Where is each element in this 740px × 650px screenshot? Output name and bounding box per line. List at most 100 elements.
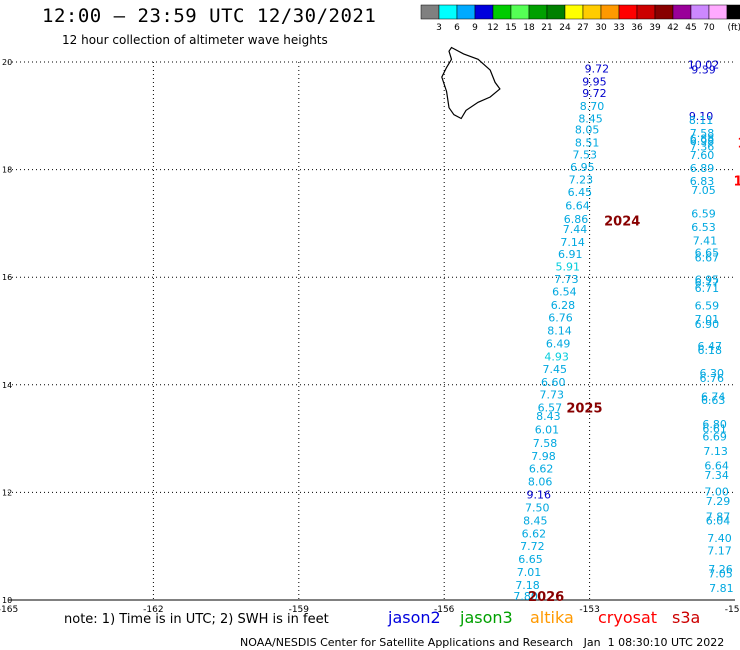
wave-height-value: 7.36 <box>690 140 715 153</box>
colorbar-tick-label: 36 <box>631 23 643 33</box>
wave-height-value: 6.60 <box>541 376 566 389</box>
x-tick-label: -153 <box>579 605 599 615</box>
wave-height-value: 10.02 <box>688 59 720 72</box>
wave-height-value: 7.58 <box>533 437 558 450</box>
hawaii-coastline <box>441 46 501 120</box>
wave-height-value: 6.59 <box>691 208 716 221</box>
wave-height-value: 8.43 <box>536 410 561 423</box>
colorbar-tick-label: 39 <box>649 23 661 33</box>
x-tick-label: -162 <box>143 605 163 615</box>
colorbar-tick-label: 27 <box>577 23 588 33</box>
wave-height-value: 9.10 <box>689 110 714 123</box>
track-time-label: 193 <box>737 137 740 152</box>
credit-line: NOAA/NESDIS Center for Satellite Applica… <box>240 636 725 649</box>
wave-height-value: 6.86 <box>564 213 589 226</box>
wave-height-value: 6.90 <box>695 318 720 331</box>
wave-height-value: 6.18 <box>698 344 723 357</box>
wave-height-value: 6.95 <box>570 161 595 174</box>
colorbar-tick-label: 24 <box>559 23 571 33</box>
y-tick-label: 16 <box>2 273 12 282</box>
wave-height-value: 8.70 <box>580 100 605 113</box>
x-tick-label: -150 <box>725 605 740 615</box>
wave-height-value: 7.73 <box>540 388 565 401</box>
satellite-legend-jason3: jason3 <box>460 608 513 627</box>
colorbar-tick-label: 6 <box>454 23 460 33</box>
wave-height-value: 6.61 <box>702 422 727 435</box>
wave-height-value: 6.80 <box>702 418 727 431</box>
wave-height-value: 9.16 <box>526 489 551 502</box>
wave-height-value: 6.53 <box>691 221 716 234</box>
wave-height-value: 9.39 <box>691 64 716 77</box>
colorbar-tick-label: 30 <box>595 23 607 33</box>
colorbar-tick-label: 45 <box>685 23 696 33</box>
wave-height-value: 6.91 <box>558 248 583 261</box>
wave-height-value: 6.77 <box>695 277 720 290</box>
wave-height-value: 6.67 <box>695 251 720 264</box>
wave-height-value: 7.87 <box>706 511 731 524</box>
wave-height-value: 6.45 <box>568 186 593 199</box>
colorbar-tick-label: 15 <box>505 23 516 33</box>
y-tick-label: 12 <box>2 488 12 497</box>
wave-height-value: 6.28 <box>551 299 576 312</box>
x-tick-label: -156 <box>434 605 455 615</box>
chart-title: 12:00 – 23:59 UTC 12/30/2021 <box>42 5 377 27</box>
colorbar-tick-label: 70 <box>703 23 715 33</box>
wave-height-value: 7.41 <box>693 235 718 248</box>
colorbar-tick-label: 18 <box>523 23 535 33</box>
chart-subtitle: 12 hour collection of altimeter wave hei… <box>62 33 328 47</box>
wave-height-value: 6.98 <box>690 135 715 148</box>
wave-height-value: 6.76 <box>548 312 573 325</box>
wave-height-value: 7.80 <box>513 590 538 603</box>
wave-height-value: 7.53 <box>573 149 598 162</box>
wave-height-value: 6.63 <box>701 394 726 407</box>
track-time-label: 2025 <box>566 401 602 416</box>
wave-height-value: 7.01 <box>695 313 720 326</box>
wave-height-value: 8.45 <box>523 514 548 527</box>
track-time-label: 2026 <box>528 590 564 605</box>
wave-height-value: 7.44 <box>563 223 588 236</box>
x-tick-label: -159 <box>289 605 310 615</box>
wave-height-value: 6.69 <box>702 430 727 443</box>
colorbar-legend: 3 6 9 12 15 18 21 24 27 30 33 36 39 42 45 70 (ft) <box>420 4 740 33</box>
wave-height-value: 8.06 <box>528 476 553 489</box>
wave-height-value: 7.73 <box>554 273 579 286</box>
wave-height-value: 7.50 <box>525 501 550 514</box>
colorbar-tick-label: 9 <box>472 23 478 33</box>
wave-height-value: 6.76 <box>699 372 724 385</box>
wave-height-value: 8.14 <box>547 324 572 337</box>
wave-height-value: 7.34 <box>704 469 729 482</box>
wave-height-value: 6.64 <box>565 200 590 213</box>
colorbar-unit-label: (ft) <box>727 23 740 33</box>
wave-height-value: 9.95 <box>582 75 607 88</box>
y-tick-label: 18 <box>2 166 12 175</box>
wave-height-value: 6.62 <box>522 527 547 540</box>
wave-height-value: 8.45 <box>578 112 603 125</box>
wave-height-value: 9.72 <box>585 62 610 75</box>
track-time-label: 2024 <box>604 215 640 230</box>
wave-height-value: 7.72 <box>520 540 545 553</box>
colorbar-tick-label: 33 <box>613 23 624 33</box>
wave-height-value: 8.51 <box>575 137 600 150</box>
wave-height-value: 7.00 <box>704 485 729 498</box>
wave-height-value: 6.59 <box>695 300 720 313</box>
wave-height-value: 6.64 <box>704 460 729 473</box>
wave-height-value: 6.95 <box>695 273 720 286</box>
wave-height-value: 7.58 <box>690 127 715 140</box>
wave-height-value: 7.98 <box>531 450 556 463</box>
wave-height-value: 7.40 <box>707 532 732 545</box>
wave-height-value: 7.01 <box>517 566 542 579</box>
satellite-legend-altika: altika <box>530 608 574 627</box>
y-tick-label: 14 <box>2 381 12 390</box>
wave-height-value: 6.62 <box>529 463 554 476</box>
colorbar-tick-label: 42 <box>667 23 678 33</box>
wave-height-value: 4.93 <box>544 350 569 363</box>
wave-height-value: 6.49 <box>546 337 571 350</box>
wave-height-value: 6.83 <box>690 175 715 188</box>
wave-height-value: 6.74 <box>701 391 726 404</box>
colorbar-tick-label: 21 <box>541 23 552 33</box>
wave-height-value: 6.88 <box>690 132 715 145</box>
colorbar-swatch <box>726 4 740 20</box>
wave-height-value: 9.72 <box>582 87 607 100</box>
wave-height-value: 7.13 <box>703 445 728 458</box>
